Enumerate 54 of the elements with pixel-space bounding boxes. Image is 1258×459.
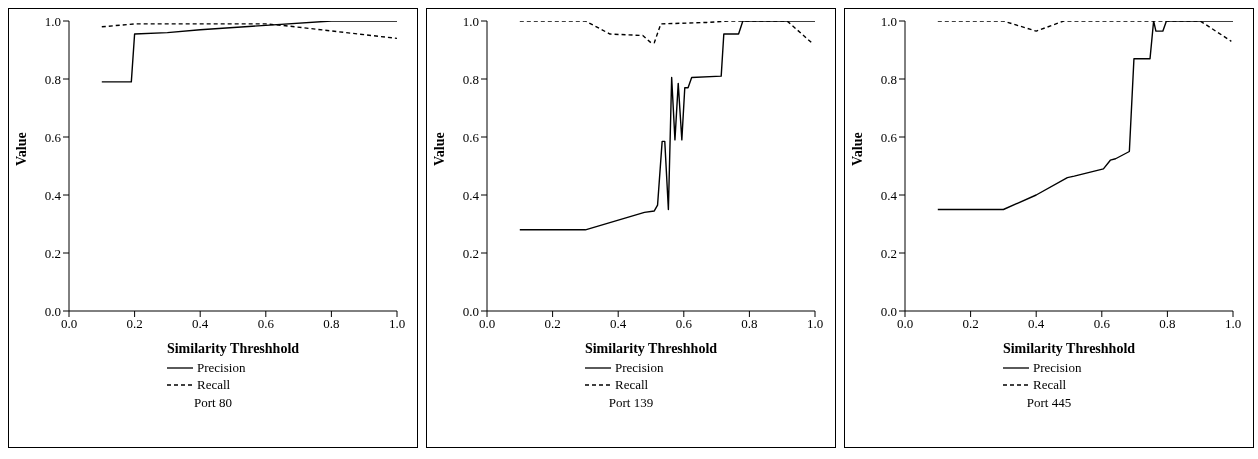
- x-tick-label: 0.6: [1093, 316, 1111, 332]
- x-tick-label: 0.6: [257, 316, 275, 332]
- x-tick-label: 0.0: [896, 316, 914, 332]
- legend-label: Recall: [197, 376, 232, 393]
- y-tick-label: 1.0: [880, 13, 897, 29]
- x-tick-label: 0.4: [1028, 316, 1045, 332]
- y-tick-label: 0.8: [44, 71, 61, 87]
- line-series: [101, 21, 397, 83]
- y-tick-label: 0.4: [462, 187, 480, 203]
- y-tick-label: 0.2: [462, 245, 479, 261]
- y-tick-label: 0.2: [44, 245, 61, 261]
- x-axis-title: Similarity Threshhold: [584, 341, 718, 356]
- x-axis-title: Similarity Threshhold: [166, 341, 300, 356]
- legend-label: Precision: [1033, 359, 1083, 376]
- y-axis-title: Value: [431, 132, 447, 166]
- x-tick-label: 1.0: [1224, 316, 1242, 332]
- y-tick-label: 0.6: [44, 129, 62, 145]
- y-tick-label: 0.4: [880, 187, 898, 203]
- x-tick-label: 0.0: [60, 316, 78, 332]
- x-tick-label: 1.0: [806, 316, 824, 332]
- y-tick-label: 0.0: [880, 303, 897, 319]
- y-tick-label: 0.4: [44, 187, 62, 203]
- y-tick-label: 0.0: [462, 303, 479, 319]
- x-tick-label: 0.8: [323, 316, 340, 332]
- line-series: [519, 21, 815, 231]
- legend-label: Recall: [615, 376, 650, 393]
- x-axis-title: Similarity Threshhold: [1002, 341, 1136, 356]
- y-tick-label: 0.6: [880, 129, 898, 145]
- x-tick-label: 0.4: [610, 316, 627, 332]
- x-tick-label: 0.8: [741, 316, 758, 332]
- x-tick-label: 1.0: [388, 316, 406, 332]
- legend-label: Precision: [197, 359, 247, 376]
- y-tick-label: 0.6: [462, 129, 480, 145]
- y-tick-label: 0.2: [880, 245, 897, 261]
- x-tick-label: 0.6: [675, 316, 693, 332]
- legend-label: Precision: [615, 359, 665, 376]
- y-tick-label: 0.8: [462, 71, 479, 87]
- text: Port 80: [194, 395, 232, 411]
- x-tick-label: 0.0: [478, 316, 496, 332]
- x-tick-label: 0.2: [544, 316, 561, 332]
- y-axis-title: Value: [13, 132, 29, 166]
- x-tick-label: 0.2: [126, 316, 143, 332]
- y-tick-label: 0.8: [880, 71, 897, 87]
- x-tick-label: 0.2: [962, 316, 979, 332]
- x-tick-label: 0.8: [1159, 316, 1176, 332]
- text: Port 139: [608, 395, 654, 411]
- x-tick-label: 0.4: [192, 316, 209, 332]
- y-tick-label: 1.0: [462, 13, 479, 29]
- y-tick-label: 1.0: [44, 13, 61, 29]
- legend-label: Recall: [1033, 376, 1068, 393]
- line-series: [937, 21, 1233, 211]
- y-tick-label: 0.0: [44, 303, 61, 319]
- y-axis-title: Value: [849, 132, 865, 166]
- text: Port 445: [1026, 395, 1072, 411]
